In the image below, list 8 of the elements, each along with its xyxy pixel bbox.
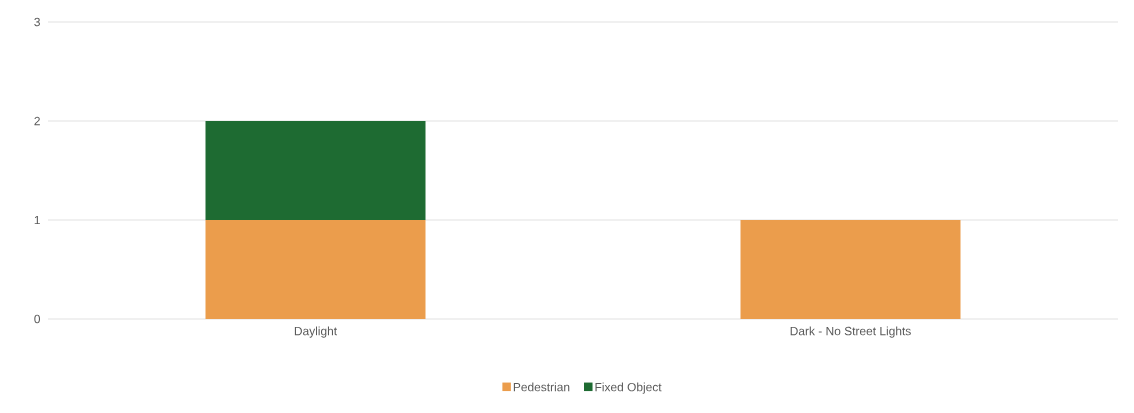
- y-tick-label: 1: [34, 215, 40, 225]
- x-tick-label: Dark - No Street Lights: [790, 326, 911, 338]
- y-tick-label: 3: [34, 17, 40, 27]
- legend-label: Pedestrian: [513, 382, 570, 392]
- x-tick-label: Daylight: [294, 326, 337, 338]
- legend-label: Fixed Object: [595, 382, 662, 394]
- y-tick-label: 2: [34, 116, 40, 126]
- y-tick-label: 0: [34, 314, 41, 324]
